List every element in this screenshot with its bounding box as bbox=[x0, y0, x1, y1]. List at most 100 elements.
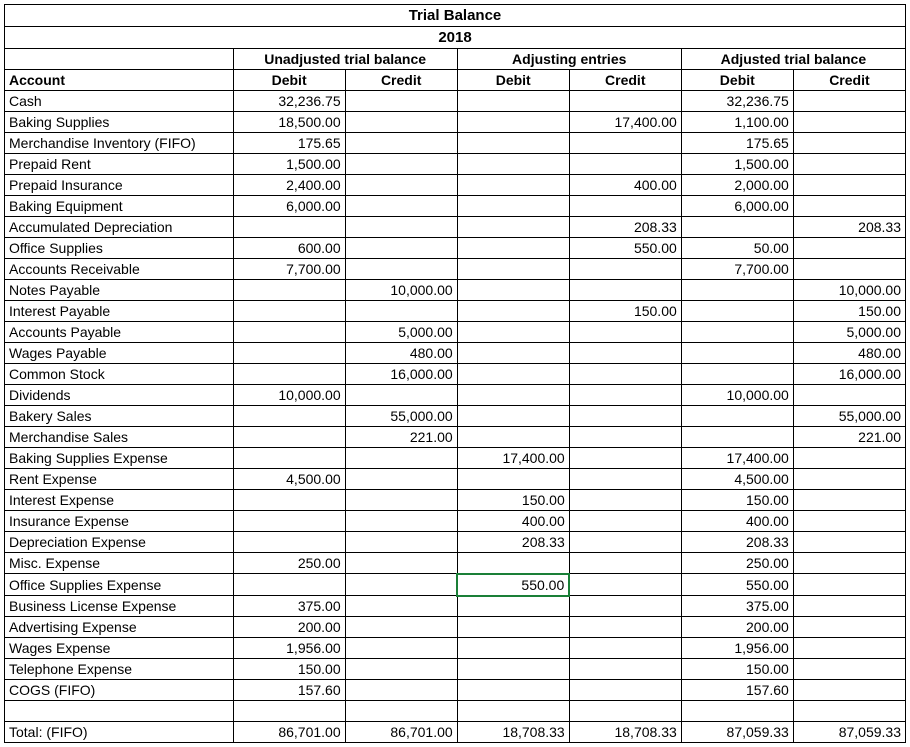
value-cell[interactable] bbox=[569, 490, 681, 511]
blank-cell[interactable] bbox=[569, 701, 681, 722]
value-cell[interactable]: 7,700.00 bbox=[681, 259, 793, 280]
data-row[interactable]: Business License Expense375.00375.00 bbox=[5, 596, 906, 617]
account-cell[interactable]: Prepaid Insurance bbox=[5, 175, 234, 196]
value-cell[interactable] bbox=[345, 596, 457, 617]
value-cell[interactable] bbox=[457, 343, 569, 364]
account-cell[interactable]: COGS (FIFO) bbox=[5, 680, 234, 701]
blank-cell[interactable] bbox=[457, 701, 569, 722]
value-cell[interactable] bbox=[457, 301, 569, 322]
value-cell[interactable] bbox=[345, 133, 457, 154]
account-cell[interactable]: Advertising Expense bbox=[5, 617, 234, 638]
value-cell[interactable] bbox=[233, 532, 345, 553]
data-row[interactable]: Advertising Expense200.00200.00 bbox=[5, 617, 906, 638]
value-cell[interactable]: 2,400.00 bbox=[233, 175, 345, 196]
account-cell[interactable]: Baking Equipment bbox=[5, 196, 234, 217]
value-cell[interactable] bbox=[457, 154, 569, 175]
value-cell[interactable] bbox=[457, 364, 569, 385]
value-cell[interactable] bbox=[681, 427, 793, 448]
value-cell[interactable] bbox=[457, 280, 569, 301]
value-cell[interactable] bbox=[345, 617, 457, 638]
value-cell[interactable] bbox=[569, 511, 681, 532]
account-cell[interactable]: Interest Payable bbox=[5, 301, 234, 322]
value-cell[interactable]: 5,000.00 bbox=[793, 322, 905, 343]
value-cell[interactable]: 550.00 bbox=[569, 238, 681, 259]
value-cell[interactable] bbox=[793, 469, 905, 490]
value-cell[interactable]: 1,500.00 bbox=[233, 154, 345, 175]
value-cell[interactable] bbox=[457, 406, 569, 427]
value-cell[interactable]: 208.33 bbox=[681, 532, 793, 553]
data-row[interactable]: Interest Expense150.00150.00 bbox=[5, 490, 906, 511]
value-cell[interactable] bbox=[457, 91, 569, 112]
account-cell[interactable]: Prepaid Rent bbox=[5, 154, 234, 175]
value-cell[interactable] bbox=[569, 406, 681, 427]
value-cell[interactable] bbox=[569, 280, 681, 301]
value-cell[interactable] bbox=[457, 196, 569, 217]
data-row[interactable]: Interest Payable 150.00 150.00 bbox=[5, 301, 906, 322]
value-cell[interactable] bbox=[233, 322, 345, 343]
value-cell[interactable] bbox=[345, 553, 457, 574]
account-cell[interactable]: Bakery Sales bbox=[5, 406, 234, 427]
value-cell[interactable]: 6,000.00 bbox=[233, 196, 345, 217]
totals-row[interactable]: Total: (FIFO)86,701.0086,701.0018,708.33… bbox=[5, 722, 906, 743]
value-cell[interactable]: 50.00 bbox=[681, 238, 793, 259]
value-cell[interactable] bbox=[233, 490, 345, 511]
value-cell[interactable] bbox=[793, 553, 905, 574]
account-cell[interactable]: Office Supplies Expense bbox=[5, 574, 234, 596]
value-cell[interactable] bbox=[569, 385, 681, 406]
data-row[interactable]: Dividends10,000.0010,000.00 bbox=[5, 385, 906, 406]
value-cell[interactable]: 1,956.00 bbox=[681, 638, 793, 659]
value-cell[interactable]: 18,500.00 bbox=[233, 112, 345, 133]
value-cell[interactable] bbox=[233, 511, 345, 532]
data-row[interactable]: Telephone Expense150.00150.00 bbox=[5, 659, 906, 680]
value-cell[interactable]: 400.00 bbox=[569, 175, 681, 196]
value-cell[interactable] bbox=[793, 490, 905, 511]
value-cell[interactable]: 200.00 bbox=[681, 617, 793, 638]
data-row[interactable]: Wages Expense1,956.001,956.00 bbox=[5, 638, 906, 659]
value-cell[interactable] bbox=[345, 175, 457, 196]
value-cell[interactable] bbox=[345, 638, 457, 659]
value-cell[interactable] bbox=[681, 280, 793, 301]
value-cell[interactable] bbox=[457, 385, 569, 406]
value-cell[interactable] bbox=[345, 532, 457, 553]
value-cell[interactable] bbox=[793, 175, 905, 196]
value-cell[interactable] bbox=[569, 322, 681, 343]
value-cell[interactable]: 150.00 bbox=[681, 490, 793, 511]
value-cell[interactable]: 16,000.00 bbox=[793, 364, 905, 385]
value-cell[interactable] bbox=[793, 511, 905, 532]
data-row[interactable]: Wages Payable480.00480.00 bbox=[5, 343, 906, 364]
value-cell[interactable]: 150.00 bbox=[569, 301, 681, 322]
value-cell[interactable] bbox=[569, 154, 681, 175]
value-cell[interactable] bbox=[569, 196, 681, 217]
account-cell[interactable]: Dividends bbox=[5, 385, 234, 406]
value-cell[interactable] bbox=[681, 301, 793, 322]
value-cell[interactable] bbox=[233, 406, 345, 427]
value-cell[interactable] bbox=[457, 680, 569, 701]
value-cell[interactable]: 150.00 bbox=[793, 301, 905, 322]
value-cell[interactable] bbox=[681, 322, 793, 343]
data-row[interactable]: Common Stock16,000.0016,000.00 bbox=[5, 364, 906, 385]
value-cell[interactable]: 550.00 bbox=[681, 574, 793, 596]
value-cell[interactable]: 480.00 bbox=[345, 343, 457, 364]
value-cell[interactable] bbox=[233, 364, 345, 385]
value-cell[interactable] bbox=[793, 638, 905, 659]
data-row[interactable]: Prepaid Insurance2,400.00400.002,000.00 bbox=[5, 175, 906, 196]
value-cell[interactable]: 208.33 bbox=[793, 217, 905, 238]
value-cell[interactable] bbox=[345, 490, 457, 511]
value-cell[interactable] bbox=[569, 617, 681, 638]
value-cell[interactable]: 157.60 bbox=[233, 680, 345, 701]
value-cell[interactable] bbox=[457, 659, 569, 680]
value-cell[interactable] bbox=[345, 238, 457, 259]
value-cell[interactable] bbox=[681, 217, 793, 238]
account-cell[interactable]: Insurance Expense bbox=[5, 511, 234, 532]
value-cell[interactable]: 550.00 bbox=[457, 574, 569, 596]
account-cell[interactable]: Wages Expense bbox=[5, 638, 234, 659]
account-cell[interactable]: Common Stock bbox=[5, 364, 234, 385]
value-cell[interactable] bbox=[793, 448, 905, 469]
value-cell[interactable] bbox=[569, 427, 681, 448]
value-cell[interactable]: 10,000.00 bbox=[681, 385, 793, 406]
value-cell[interactable]: 10,000.00 bbox=[233, 385, 345, 406]
value-cell[interactable] bbox=[569, 133, 681, 154]
value-cell[interactable] bbox=[457, 553, 569, 574]
account-cell[interactable]: Depreciation Expense bbox=[5, 532, 234, 553]
value-cell[interactable]: 7,700.00 bbox=[233, 259, 345, 280]
